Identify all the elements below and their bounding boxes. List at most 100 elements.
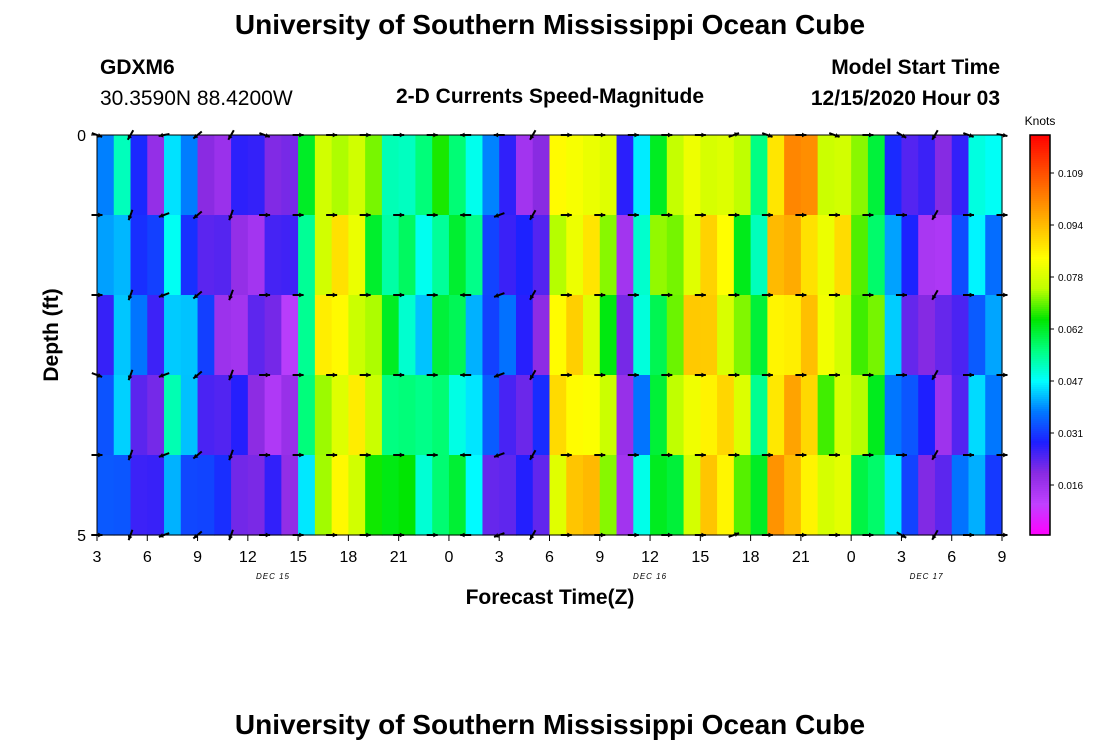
heatmap-cell bbox=[147, 455, 165, 536]
heatmap-cell bbox=[264, 455, 282, 536]
heatmap-cell bbox=[717, 455, 735, 536]
current-arrow bbox=[326, 372, 338, 378]
heatmap-cell bbox=[901, 215, 919, 296]
current-arrow bbox=[594, 372, 606, 378]
heatmap-cell bbox=[381, 135, 400, 216]
colorbar-tick-label: 0.078 bbox=[1058, 273, 1083, 284]
heatmap-cell bbox=[231, 215, 249, 296]
current-arrow bbox=[795, 452, 807, 458]
current-arrow bbox=[828, 212, 840, 218]
heatmap-cell bbox=[767, 295, 785, 376]
heatmap-cell bbox=[281, 455, 299, 536]
current-arrow bbox=[91, 212, 103, 218]
heatmap-cell bbox=[348, 215, 366, 296]
heatmap-cell bbox=[851, 215, 869, 296]
heatmap-cell bbox=[147, 215, 165, 296]
heatmap-cell bbox=[247, 375, 266, 456]
heatmap-cell bbox=[97, 215, 115, 296]
current-arrow bbox=[862, 452, 874, 458]
heatmap-cell bbox=[583, 135, 601, 216]
current-arrow bbox=[460, 292, 472, 298]
heatmap-cell bbox=[331, 455, 349, 536]
current-arrow bbox=[560, 532, 572, 538]
heatmap-cell bbox=[566, 215, 584, 296]
heatmap-cell bbox=[130, 135, 148, 216]
heatmap-cell bbox=[800, 135, 819, 216]
heatmap-cell bbox=[700, 135, 718, 216]
x-tick-label: 6 bbox=[545, 549, 554, 566]
heatmap-cell bbox=[784, 135, 802, 216]
x-tick-label: 9 bbox=[998, 549, 1007, 566]
current-arrow bbox=[359, 372, 371, 378]
current-arrow bbox=[393, 132, 405, 138]
heatmap-cell bbox=[884, 215, 903, 296]
heatmap-cell bbox=[583, 375, 601, 456]
heatmap-cell bbox=[432, 375, 450, 456]
heatmap-cell bbox=[365, 375, 383, 456]
heatmap-cell bbox=[633, 135, 651, 216]
heatmap-cell bbox=[130, 455, 148, 536]
current-arrow bbox=[126, 129, 135, 141]
heatmap-cell bbox=[298, 215, 316, 296]
current-arrow bbox=[326, 132, 338, 138]
heatmap-cell bbox=[264, 215, 282, 296]
current-arrow bbox=[962, 212, 974, 218]
heatmap-cell bbox=[147, 295, 165, 376]
current-arrow bbox=[158, 292, 170, 298]
heatmap-cell bbox=[867, 295, 886, 376]
current-arrow bbox=[192, 210, 203, 220]
heatmap-cell bbox=[817, 375, 836, 456]
current-arrow bbox=[460, 132, 472, 138]
heatmap-cell bbox=[197, 215, 215, 296]
current-arrow bbox=[127, 209, 134, 221]
heatmap-cell bbox=[465, 295, 484, 376]
heatmap-cell bbox=[867, 215, 886, 296]
current-arrow bbox=[192, 450, 203, 460]
heatmap-cell bbox=[398, 295, 417, 376]
heatmap-cell bbox=[650, 455, 668, 536]
current-arrow bbox=[627, 532, 639, 538]
current-arrow bbox=[393, 452, 405, 458]
heatmap-cell bbox=[733, 295, 752, 376]
x-tick-label: 12 bbox=[239, 549, 257, 566]
heatmap-cell bbox=[97, 375, 115, 456]
colorbar-tick-label: 0.016 bbox=[1058, 481, 1083, 492]
heatmap-cell bbox=[934, 375, 953, 456]
current-arrow bbox=[996, 452, 1008, 458]
heatmap-cell bbox=[985, 215, 1003, 296]
current-arrow bbox=[560, 132, 572, 138]
heatmap-cell bbox=[717, 295, 735, 376]
x-tick-label: 18 bbox=[339, 549, 357, 566]
heatmap-cell bbox=[197, 135, 215, 216]
heatmap-cell bbox=[583, 215, 601, 296]
heatmap-cell bbox=[180, 215, 199, 296]
heatmap-cell bbox=[750, 375, 768, 456]
heatmap-cell bbox=[465, 375, 484, 456]
heatmap-cell bbox=[951, 375, 970, 456]
heatmap-cell bbox=[717, 135, 735, 216]
heatmap-cell bbox=[750, 455, 768, 536]
current-arrow bbox=[529, 209, 537, 221]
current-arrow bbox=[292, 452, 304, 458]
heatmap-cell bbox=[884, 135, 903, 216]
heatmap-cell bbox=[817, 135, 836, 216]
heatmap-cell bbox=[130, 375, 148, 456]
heatmap-cell bbox=[482, 375, 500, 456]
heatmap-cell bbox=[918, 455, 936, 536]
heatmap-cell bbox=[666, 215, 685, 296]
current-arrow bbox=[259, 212, 271, 218]
heatmap-cell bbox=[432, 215, 450, 296]
current-arrow bbox=[862, 372, 874, 378]
x-tick-label: 15 bbox=[691, 549, 709, 566]
current-arrow bbox=[896, 131, 907, 139]
current-arrow bbox=[326, 292, 338, 298]
heatmap-cell bbox=[633, 295, 651, 376]
current-arrow bbox=[359, 132, 371, 138]
heatmap-cell bbox=[583, 455, 601, 536]
station-coords: 30.3590N 88.4200W bbox=[100, 87, 293, 110]
heatmap-cell bbox=[750, 295, 768, 376]
current-arrow bbox=[828, 452, 840, 458]
heatmap-cell bbox=[549, 295, 567, 376]
heatmap-cell bbox=[214, 215, 232, 296]
